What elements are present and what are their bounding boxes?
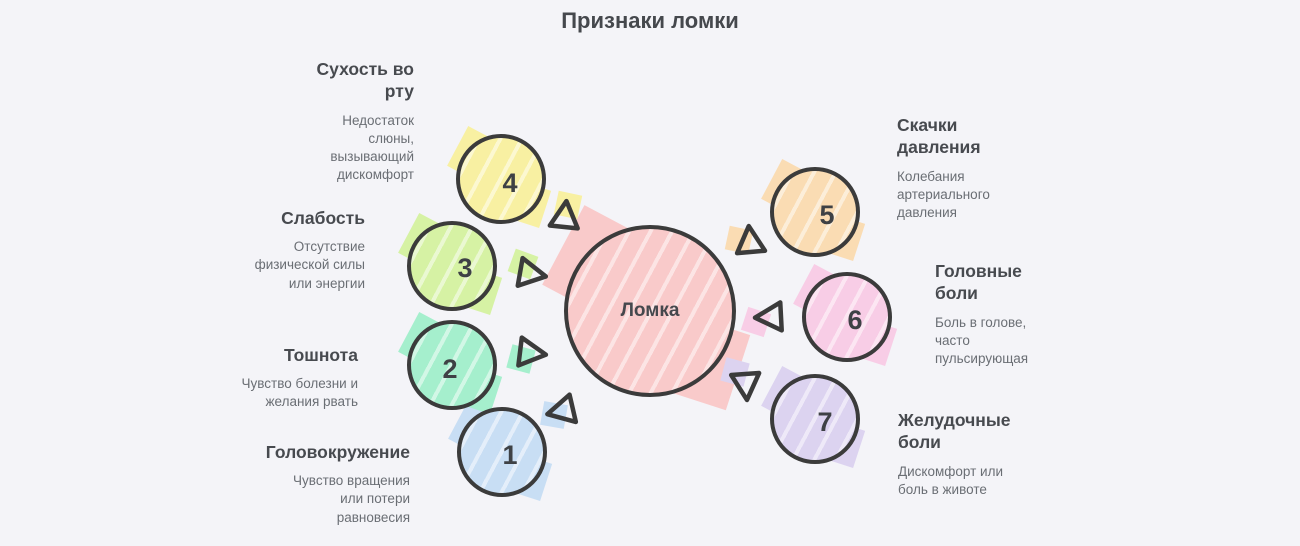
item-description-4: Недостаток слюны, вызывающий дискомфорт — [330, 112, 414, 183]
item-label-2: Тошнота — [284, 345, 358, 365]
item-label-3: Слабость — [281, 208, 365, 228]
label-block-stomach-pains: Желудочные боли Дискомфорт или боль в жи… — [898, 409, 1030, 499]
node-circle-5: 5 — [770, 167, 860, 257]
node-circle-6: 6 — [802, 272, 892, 362]
node-number-6: 6 — [847, 304, 863, 335]
node-circle-4: 4 — [456, 134, 546, 224]
item-label-4: Сухость во рту — [316, 59, 414, 102]
node-number-4: 4 — [502, 167, 518, 198]
label-block-dizziness: Головокружение Чувство вращения или поте… — [232, 441, 410, 527]
center-node: Ломка — [564, 225, 736, 397]
node-circle-7: 7 — [770, 374, 860, 464]
item-label-6: Головные боли — [935, 261, 1022, 304]
triangle-arrow-4-icon — [546, 190, 584, 234]
item-description-5: Колебания артериального давления — [897, 168, 990, 220]
item-label-5: Скачки давления — [897, 115, 981, 158]
item-description-7: Дискомфорт или боль в животе — [898, 463, 1004, 497]
node-number-1: 1 — [502, 439, 518, 470]
item-description-3: Отсутствие физической силы или энергии — [254, 239, 365, 291]
triangle-arrow-2-icon — [506, 334, 551, 374]
node-number-5: 5 — [819, 199, 835, 230]
node-number-7: 7 — [817, 406, 833, 437]
triangle-arrow-7-icon — [720, 357, 765, 405]
triangle-arrow-3-icon — [507, 248, 551, 293]
item-description-1: Чувство вращения или потери равновесия — [293, 473, 410, 525]
label-block-dry-mouth: Сухость во рту Недостаток слюны, вызываю… — [296, 58, 414, 184]
item-description-6: Боль в голове, часто пульсирующая — [935, 314, 1029, 366]
node-circle-2: 2 — [407, 320, 497, 410]
item-label-7: Желудочные боли — [898, 410, 1011, 453]
node-number-2: 2 — [442, 353, 458, 384]
item-description-2: Чувство болезни и желания рвать — [241, 376, 359, 410]
label-block-weakness: Слабость Отсутствие физической силы или … — [230, 207, 365, 293]
label-block-headaches: Головные боли Боль в голове, часто пульс… — [935, 260, 1060, 368]
page-title: Признаки ломки — [561, 8, 739, 33]
item-label-1: Головокружение — [265, 442, 410, 462]
node-number-3: 3 — [457, 252, 473, 283]
label-block-nausea: Тошнота Чувство болезни и желания рвать — [216, 344, 359, 412]
triangle-arrow-5-icon — [724, 221, 769, 259]
node-circle-1: 1 — [457, 407, 547, 497]
center-node-label: Ломка — [620, 300, 680, 321]
label-block-pressure-spikes: Скачки давления Колебания артериального … — [897, 114, 1027, 222]
triangle-arrow-6-icon — [740, 298, 788, 338]
node-circle-3: 3 — [407, 221, 497, 311]
triangle-arrow-1-icon — [540, 392, 580, 430]
